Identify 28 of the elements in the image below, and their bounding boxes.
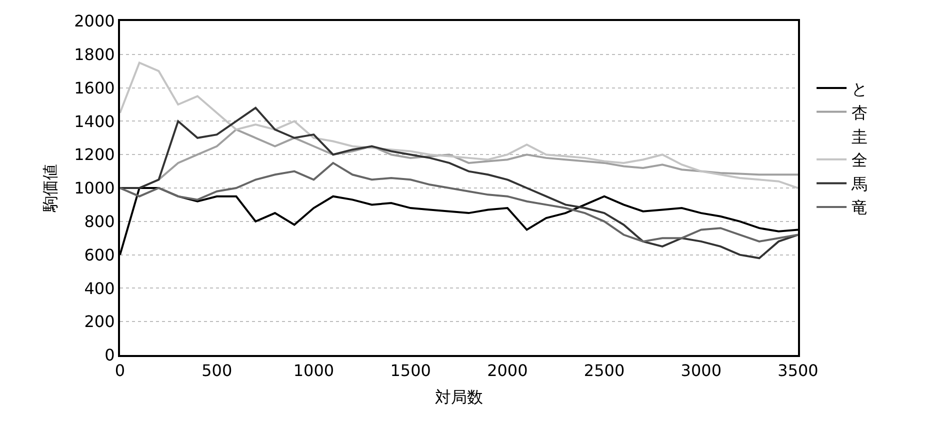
legend-label: 杏 [852, 103, 868, 122]
x-tick-label: 3500 [778, 361, 818, 380]
x-tick-label: 2500 [584, 361, 625, 380]
legend-label: と [852, 79, 868, 98]
y-tick-label: 1200 [74, 145, 115, 164]
y-tick-label: 600 [84, 245, 115, 264]
y-tick-label: 400 [84, 278, 115, 298]
x-tick-label: 2000 [487, 361, 528, 380]
x-axis-title: 対局数 [435, 387, 483, 406]
y-tick-label: 1800 [74, 45, 115, 64]
text: 圭 [852, 126, 868, 146]
y-tick-label: 0 [104, 346, 115, 365]
y-tick-label: 1400 [74, 112, 115, 131]
y-axis-title: 駒価値 [40, 164, 60, 213]
x-tick-label: 1500 [390, 361, 431, 380]
line-series [120, 62, 798, 189]
y-tick-label: 800 [84, 212, 115, 231]
x-tick-label: 3000 [680, 361, 722, 380]
line-series [120, 162, 798, 242]
line-series [120, 106, 798, 260]
x-tick-label: 1000 [293, 361, 334, 380]
y-tick-label: 200 [84, 312, 115, 332]
y-tick-label: 1000 [74, 178, 115, 198]
y-tick-label: 2000 [74, 12, 115, 31]
x-tick-label: 500 [202, 361, 232, 380]
legend-label: 馬 [850, 174, 868, 194]
legend-label: 全 [852, 150, 868, 170]
y-tick-label: 1600 [74, 78, 115, 98]
